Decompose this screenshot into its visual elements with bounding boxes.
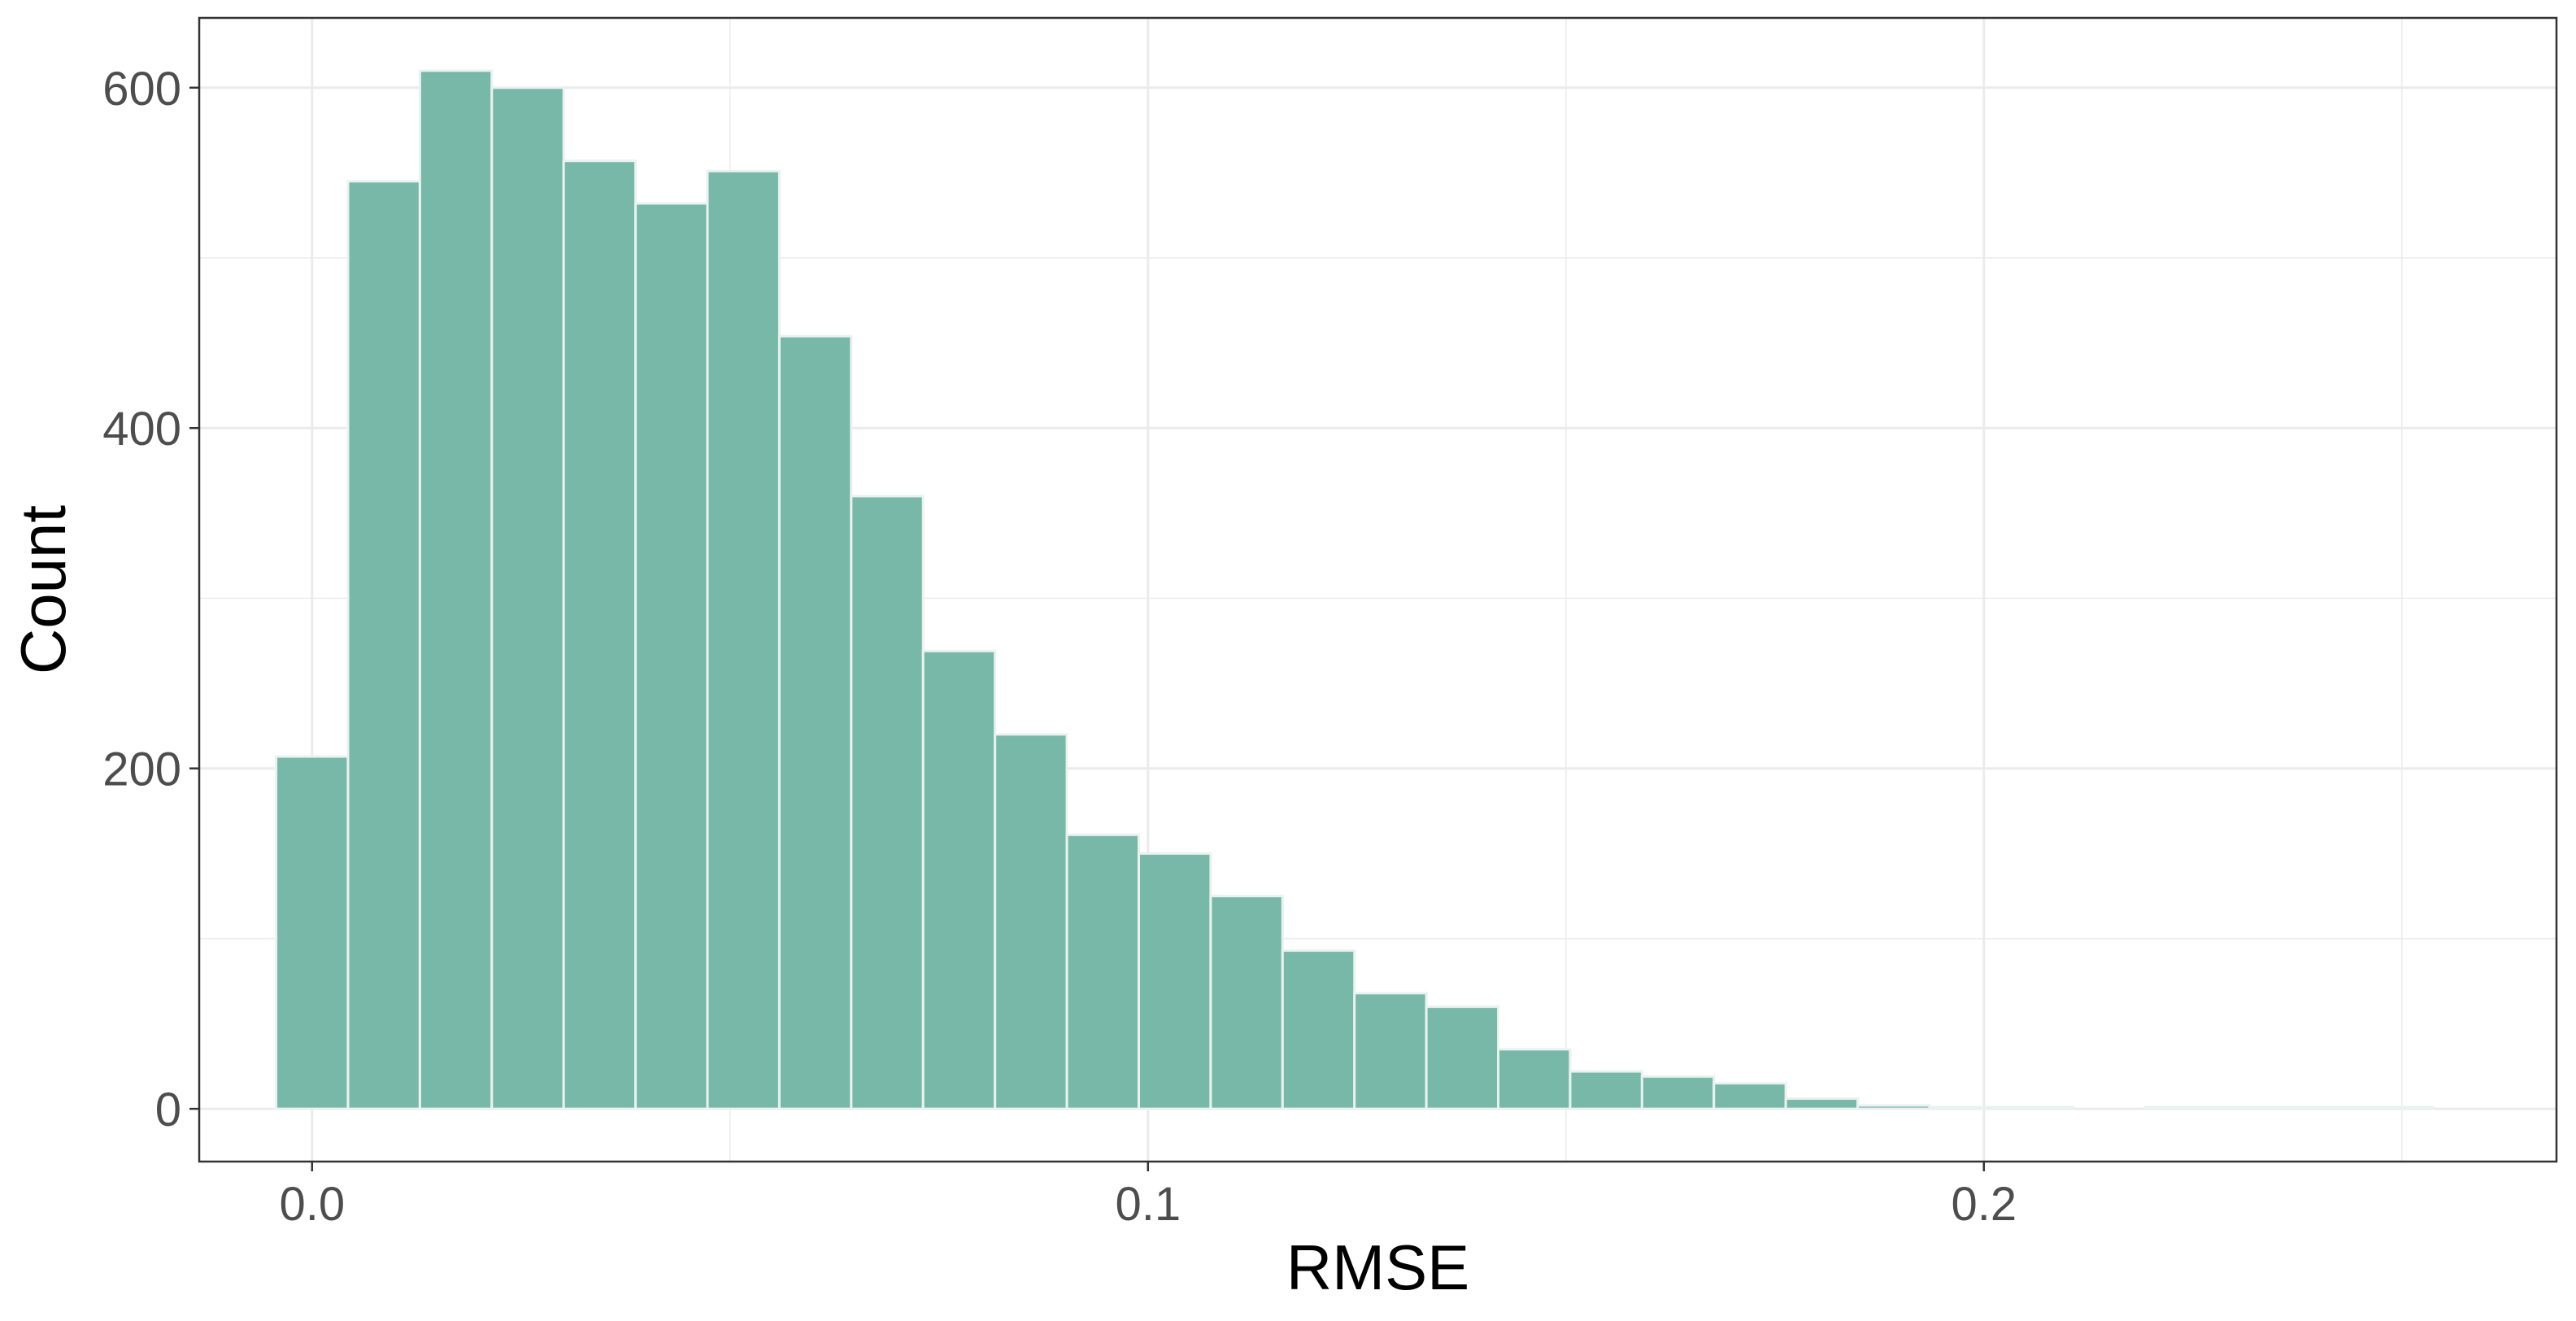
histogram-bar [2216,1105,2291,1110]
histogram-bar [1999,1105,2075,1110]
x-tick-label: 0.2 [1951,1178,2017,1231]
histogram-bar [1137,852,1212,1110]
x-axis: 0.0 0.1 0.2 [279,1162,2017,1231]
histogram-bar [490,86,565,1110]
y-tick-label: 0 [155,1083,181,1136]
histogram-bar [777,334,853,1110]
histogram-bar [2143,1105,2219,1110]
histogram-bar [1353,992,1428,1110]
histogram-bar [1497,1048,1572,1110]
histogram-bar [2359,1105,2435,1110]
histogram-bar [634,202,709,1110]
y-tick-label: 400 [102,403,181,456]
x-tick-label: 0.1 [1115,1178,1181,1231]
histogram-bar [1065,833,1140,1110]
histogram-bar [1784,1097,1860,1110]
histogram-bar [921,649,997,1110]
histogram-bar [1856,1104,1931,1110]
histogram-bar [850,495,925,1110]
histogram-bar [994,733,1068,1110]
histogram-bar [418,69,494,1110]
histogram-bar [1281,949,1356,1110]
histogram-bars [275,69,2435,1110]
y-axis: 0 200 400 600 [102,63,199,1136]
y-tick-label: 600 [102,63,181,116]
histogram-bar [2287,1105,2362,1110]
y-axis-title: Count [7,505,79,674]
x-tick-label: 0.0 [279,1178,345,1231]
histogram-bar [706,169,781,1110]
histogram-bar [1569,1070,1643,1110]
y-tick-label: 200 [102,743,181,796]
histogram-bar [1712,1082,1787,1110]
histogram-bar [275,755,350,1110]
x-axis-title: RMSE [1286,1232,1469,1303]
histogram-bar [562,159,637,1110]
plot-panel-border [198,16,2558,1163]
histogram-bar [1928,1105,2003,1110]
histogram-bar [346,180,421,1110]
histogram-bar [1425,1005,1500,1110]
histogram-bar [1640,1075,1716,1110]
histogram-bar [1209,895,1284,1110]
